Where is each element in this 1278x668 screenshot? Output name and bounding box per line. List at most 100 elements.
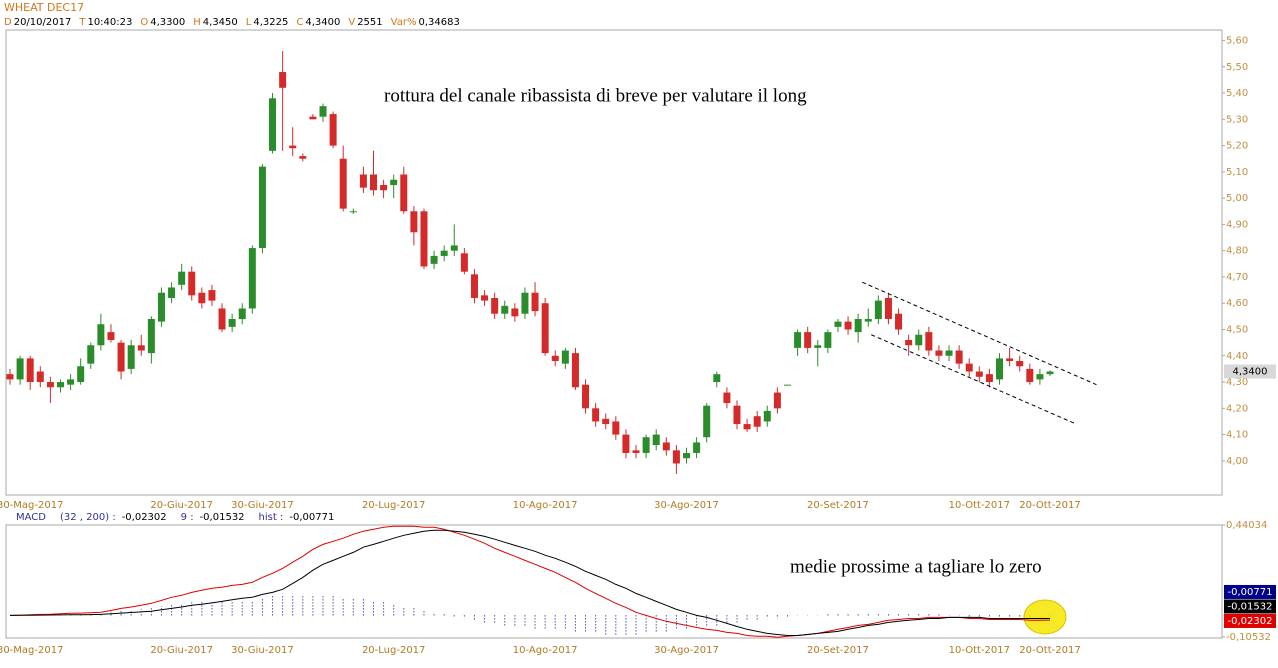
candle-body	[632, 450, 640, 453]
candle-body	[390, 179, 398, 185]
y-tick-label: 5,50	[1226, 62, 1248, 73]
macd-panel	[5, 524, 1223, 639]
last-value-marker	[1224, 613, 1276, 628]
candle-body	[996, 358, 1004, 380]
candle-body	[107, 332, 115, 340]
last-value-label: -0,00771	[1228, 587, 1273, 598]
x-tick-label: 30-Mag-2017	[0, 645, 63, 656]
x-tick-label: 10-Ott-2017	[949, 500, 1010, 511]
price-marker	[1224, 364, 1276, 379]
candle-body	[1036, 374, 1044, 380]
candle-body	[1046, 371, 1054, 375]
candle-body	[955, 350, 963, 364]
candle-body	[652, 434, 660, 446]
x-tick-label: 20-Lug-2017	[362, 500, 425, 511]
candle-body	[945, 350, 953, 356]
candle-body	[440, 250, 448, 256]
x-tick-label: 20-Set-2017	[807, 500, 869, 511]
candle-body	[864, 318, 872, 322]
candle-body	[258, 166, 266, 249]
candle-body	[551, 355, 559, 362]
candle-body	[299, 156, 307, 159]
info-value: 4,3400	[305, 17, 340, 28]
x-tick-label: 30-Giu-2017	[231, 645, 294, 656]
info-value: 0,34683	[418, 17, 459, 28]
candle-body	[470, 274, 478, 298]
candle-body	[975, 371, 983, 377]
price-panel	[5, 29, 1223, 496]
candle-body	[491, 297, 499, 314]
candle-body	[339, 158, 347, 209]
y-tick-label: 4,30	[1226, 377, 1248, 388]
candle-body	[642, 437, 650, 453]
last-value-marker	[1224, 599, 1276, 614]
y-tick-label: 4,10	[1226, 430, 1248, 441]
info-key: D	[4, 17, 12, 28]
x-tick-label: 30-Giu-2017	[231, 500, 294, 511]
info-key: O	[140, 17, 148, 28]
y-tick-label: 4,40	[1226, 351, 1248, 362]
candle-body	[228, 318, 236, 327]
info-key: V	[348, 17, 355, 28]
candle-body	[178, 271, 186, 285]
last-value-label: -0,01532	[1228, 601, 1273, 612]
candle-body	[763, 410, 771, 422]
info-key: C	[296, 17, 303, 28]
candle-body	[460, 253, 468, 272]
x-tick-label: 20-Ott-2017	[1019, 645, 1080, 656]
x-tick-label: 10-Ago-2017	[513, 500, 578, 511]
y-tick-label: 5,40	[1226, 88, 1248, 99]
info-value: 20/10/2017	[14, 17, 72, 28]
y-tick-label: 5,00	[1226, 193, 1248, 204]
candle-body	[349, 211, 357, 213]
y-tick-label: 5,20	[1226, 141, 1248, 152]
y-tick-label: 4,90	[1226, 219, 1248, 230]
x-tick-label: 20-Lug-2017	[362, 645, 425, 656]
highlight-circle	[1023, 599, 1067, 635]
candle-body	[582, 384, 590, 409]
y-tick-label: 4,70	[1226, 272, 1248, 283]
candle-body	[541, 303, 549, 354]
candle-body	[67, 379, 75, 385]
candle-body	[279, 72, 287, 88]
candle-body	[733, 405, 741, 425]
info-value: 4,3450	[203, 17, 238, 28]
x-tick-label: 10-Ott-2017	[949, 645, 1010, 656]
candle-body	[147, 318, 155, 354]
x-tick-label: 10-Ago-2017	[513, 645, 578, 656]
legend-name: hist :	[259, 512, 284, 523]
candle-body	[773, 392, 781, 409]
candle-body	[117, 342, 125, 372]
candle-body	[683, 452, 691, 459]
candle-body	[369, 174, 377, 191]
candle-body	[884, 297, 892, 319]
last-value-label: -0,02302	[1228, 616, 1273, 627]
candle-body	[36, 371, 44, 383]
candle-body	[905, 340, 913, 346]
candle-body	[359, 174, 367, 188]
info-value: 4,3300	[150, 17, 185, 28]
candle-body	[87, 345, 95, 364]
x-tick-label: 20-Set-2017	[807, 645, 869, 656]
candle-body	[511, 308, 519, 317]
y-tick-label: 4,20	[1226, 403, 1248, 414]
info-row: D 20/10/2017 T 10:40:23 O 4,3300 H 4,3450 L 4,322…	[4, 17, 460, 28]
candle-body	[571, 353, 579, 388]
info-value: 10:40:23	[87, 17, 132, 28]
candle-body	[713, 374, 721, 383]
y-tick-label: 5,10	[1226, 167, 1248, 178]
candle-body	[208, 290, 216, 301]
x-tick-label: 20-Giu-2017	[150, 645, 213, 656]
candle-body	[6, 374, 14, 380]
candle-body	[56, 382, 64, 388]
candle-body	[137, 345, 145, 351]
trendline	[861, 281, 1097, 386]
y-tick-label: 4,00	[1226, 456, 1248, 467]
candle-body	[561, 350, 569, 364]
legend-value: -0,00771	[289, 512, 334, 523]
candle-body	[693, 442, 701, 453]
y-tick-label: 0,44034	[1226, 520, 1267, 531]
legend-value: -0,02302	[122, 512, 167, 523]
candle-body	[168, 287, 176, 298]
